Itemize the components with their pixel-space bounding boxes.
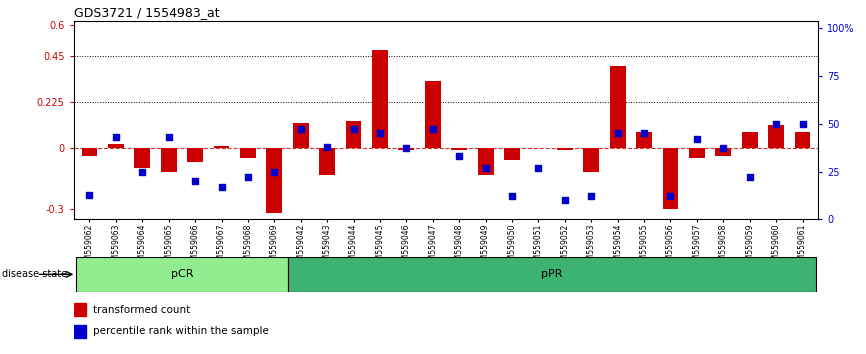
- Bar: [584, 148, 599, 172]
- Bar: [320, 148, 335, 175]
- Bar: [108, 144, 124, 148]
- Point: [162, 134, 176, 140]
- Bar: [742, 132, 758, 148]
- Point: [663, 194, 677, 199]
- Text: pPR: pPR: [541, 269, 562, 279]
- Point: [135, 169, 149, 174]
- Bar: [161, 148, 177, 172]
- Bar: [504, 148, 520, 160]
- Bar: [240, 148, 255, 158]
- Bar: [662, 148, 678, 209]
- Bar: [187, 148, 203, 162]
- Bar: [293, 124, 308, 148]
- Bar: [768, 125, 784, 148]
- Bar: [76, 257, 288, 292]
- Bar: [214, 146, 229, 148]
- Bar: [288, 257, 816, 292]
- Bar: [478, 148, 494, 175]
- Point: [268, 169, 281, 174]
- Bar: [610, 66, 625, 148]
- Bar: [372, 50, 388, 148]
- Point: [479, 165, 493, 171]
- Point: [532, 165, 546, 171]
- Text: percentile rank within the sample: percentile rank within the sample: [93, 326, 268, 336]
- Text: GDS3721 / 1554983_at: GDS3721 / 1554983_at: [74, 6, 219, 19]
- Bar: [715, 148, 731, 156]
- Bar: [425, 80, 441, 148]
- Point: [294, 126, 307, 132]
- Bar: [134, 148, 150, 169]
- Point: [743, 175, 757, 180]
- Point: [426, 126, 440, 132]
- Point: [241, 175, 255, 180]
- Point: [346, 126, 360, 132]
- Text: disease state: disease state: [2, 269, 67, 279]
- Text: transformed count: transformed count: [93, 304, 190, 315]
- Point: [796, 121, 810, 126]
- Point: [82, 192, 96, 198]
- Bar: [398, 148, 414, 150]
- Bar: [689, 148, 705, 158]
- Point: [716, 145, 730, 151]
- Bar: [267, 148, 282, 213]
- Point: [109, 134, 123, 140]
- Point: [188, 178, 202, 184]
- Point: [611, 130, 624, 136]
- Point: [505, 194, 519, 199]
- Point: [585, 194, 598, 199]
- Point: [769, 121, 783, 126]
- Point: [637, 130, 651, 136]
- Bar: [637, 132, 652, 148]
- Point: [690, 136, 704, 142]
- Bar: [346, 121, 361, 148]
- Point: [399, 145, 413, 151]
- Point: [215, 184, 229, 190]
- Point: [320, 144, 334, 149]
- Bar: [74, 303, 86, 316]
- Bar: [81, 148, 97, 156]
- Text: pCR: pCR: [171, 269, 193, 279]
- Point: [452, 153, 466, 159]
- Point: [373, 130, 387, 136]
- Bar: [451, 148, 467, 150]
- Bar: [795, 132, 811, 148]
- Bar: [74, 325, 86, 338]
- Bar: [557, 148, 572, 150]
- Point: [558, 198, 572, 203]
